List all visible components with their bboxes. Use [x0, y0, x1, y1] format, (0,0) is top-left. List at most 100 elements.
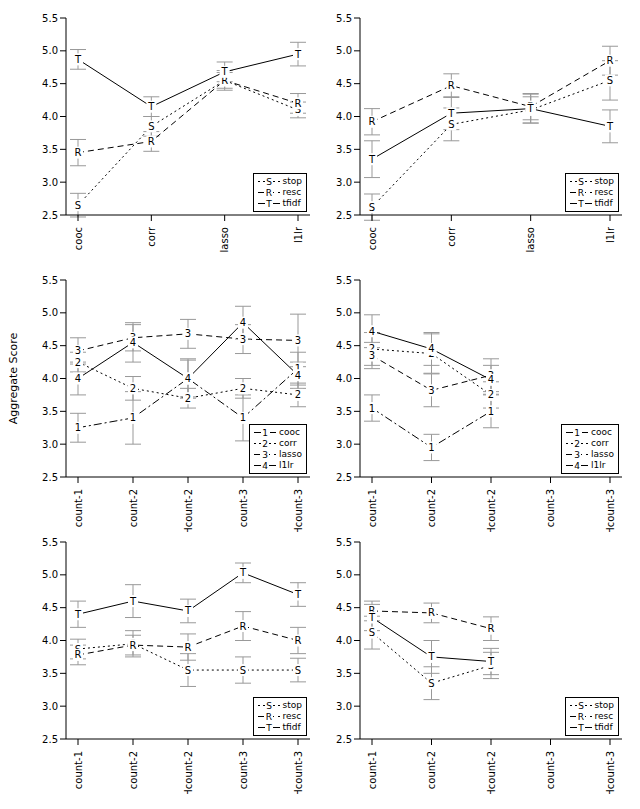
svg-text:R: R	[577, 188, 583, 198]
svg-text:S: S	[295, 665, 301, 676]
svg-text:T: T	[447, 108, 455, 119]
svg-text:3.0: 3.0	[336, 439, 352, 450]
svg-text:count-1: count-1	[367, 751, 378, 789]
svg-text:3.5: 3.5	[42, 668, 58, 679]
svg-text:3: 3	[262, 450, 268, 460]
svg-text:T: T	[74, 609, 82, 620]
svg-text:3.0: 3.0	[42, 701, 58, 712]
svg-text:S: S	[266, 177, 272, 187]
svg-text:S: S	[578, 701, 584, 711]
svg-text:l1lr: l1lr	[605, 226, 616, 243]
svg-text:4.0: 4.0	[336, 373, 352, 384]
svg-text:3.0: 3.0	[42, 177, 58, 188]
svg-text:3: 3	[428, 385, 434, 396]
svg-text:count-1: count-1	[73, 489, 84, 527]
svg-text:count-3: count-3	[238, 489, 249, 527]
svg-text:3.0: 3.0	[336, 701, 352, 712]
svg-text:4.5: 4.5	[336, 78, 352, 89]
svg-text:4: 4	[574, 461, 580, 471]
svg-text:R: R	[577, 712, 583, 722]
svg-text:2: 2	[488, 389, 494, 400]
svg-text:4: 4	[262, 461, 268, 471]
svg-text:5.5: 5.5	[336, 537, 352, 548]
svg-text:3.5: 3.5	[42, 406, 58, 417]
svg-text:R: R	[265, 712, 271, 722]
svg-text:R: R	[240, 621, 247, 632]
svg-text:R: R	[488, 623, 495, 634]
svg-text:2: 2	[262, 439, 268, 449]
svg-text:S: S	[578, 177, 584, 187]
svg-text:T: T	[527, 103, 535, 114]
svg-text:R: R	[75, 649, 82, 660]
svg-text:S: S	[266, 701, 272, 711]
svg-text:R: R	[148, 136, 155, 147]
svg-text:lasso: lasso	[219, 227, 230, 252]
svg-text:1: 1	[240, 412, 246, 423]
svg-text:corr: corr	[146, 226, 157, 247]
svg-text:3: 3	[75, 345, 81, 356]
svg-text:3: 3	[240, 334, 246, 345]
svg-text:T: T	[577, 723, 584, 733]
svg-text:1: 1	[369, 403, 375, 414]
svg-text:T: T	[129, 596, 137, 607]
svg-text:4: 4	[240, 317, 246, 328]
svg-text:2: 2	[185, 393, 191, 404]
svg-text:R: R	[607, 55, 614, 66]
svg-text:2: 2	[130, 383, 136, 394]
svg-text:T: T	[427, 651, 435, 662]
svg-text:5.5: 5.5	[42, 275, 58, 286]
svg-text:R: R	[295, 98, 302, 109]
svg-text:count-1: count-1	[73, 751, 84, 789]
svg-text:R: R	[295, 635, 302, 646]
svg-text:2.5: 2.5	[336, 472, 352, 483]
svg-text:3: 3	[369, 350, 375, 361]
svg-text:5.0: 5.0	[336, 45, 352, 56]
svg-text:2: 2	[75, 357, 81, 368]
svg-text:R: R	[448, 80, 455, 91]
svg-text:4: 4	[75, 373, 81, 384]
svg-text:1: 1	[130, 412, 136, 423]
svg-text:3.5: 3.5	[42, 144, 58, 155]
svg-text:4: 4	[369, 326, 375, 337]
svg-text:2.5: 2.5	[42, 210, 58, 221]
svg-text:T: T	[577, 199, 584, 209]
svg-text:cooc: cooc	[367, 227, 378, 250]
svg-text:3.5: 3.5	[336, 144, 352, 155]
svg-text:Hcount-2: Hcount-2	[183, 751, 194, 794]
svg-text:1: 1	[75, 422, 81, 433]
svg-text:T: T	[265, 723, 272, 733]
svg-text:Hcount-2: Hcount-2	[486, 751, 497, 794]
svg-text:3.0: 3.0	[336, 177, 352, 188]
svg-text:T: T	[606, 121, 614, 132]
svg-text:2.5: 2.5	[42, 734, 58, 745]
svg-text:4: 4	[488, 374, 494, 385]
svg-text:3.0: 3.0	[42, 439, 58, 450]
svg-text:1: 1	[488, 406, 494, 417]
svg-text:5.0: 5.0	[42, 569, 58, 580]
svg-text:Hcount-2: Hcount-2	[486, 489, 497, 532]
svg-text:1: 1	[262, 428, 268, 438]
svg-text:lasso: lasso	[525, 227, 536, 252]
svg-text:S: S	[428, 678, 434, 689]
svg-text:4.5: 4.5	[42, 78, 58, 89]
svg-text:R: R	[75, 147, 82, 158]
svg-text:2: 2	[574, 439, 580, 449]
svg-text:S: S	[607, 75, 613, 86]
svg-text:1: 1	[428, 442, 434, 453]
svg-text:S: S	[369, 627, 375, 638]
svg-text:4.0: 4.0	[42, 373, 58, 384]
svg-text:2.5: 2.5	[336, 210, 352, 221]
svg-text:4: 4	[185, 373, 191, 384]
svg-text:2: 2	[240, 383, 246, 394]
svg-text:R: R	[130, 640, 137, 651]
svg-text:5.0: 5.0	[336, 569, 352, 580]
svg-text:cooc: cooc	[73, 227, 84, 250]
svg-text:count-1: count-1	[367, 489, 378, 527]
svg-text:5.5: 5.5	[336, 13, 352, 24]
svg-text:count-2: count-2	[426, 489, 437, 527]
svg-text:count-2: count-2	[426, 751, 437, 789]
svg-text:4.5: 4.5	[336, 602, 352, 613]
svg-text:count-3: count-3	[545, 751, 556, 789]
svg-text:S: S	[75, 200, 81, 211]
svg-text:S: S	[369, 202, 375, 213]
